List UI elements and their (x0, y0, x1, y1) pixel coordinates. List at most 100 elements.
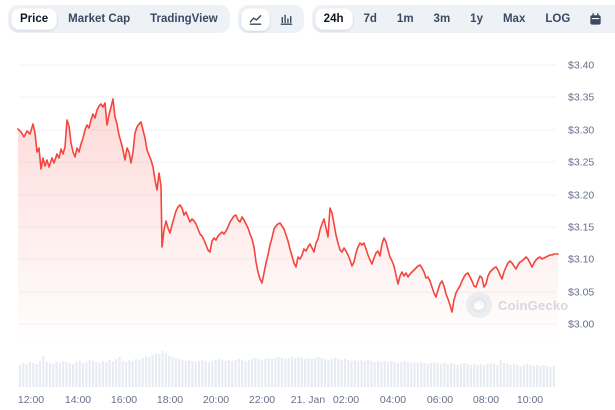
volume-bar (264, 359, 267, 387)
volume-bar (191, 361, 194, 387)
volume-bar (390, 361, 393, 387)
volume-bar (423, 363, 426, 387)
volume-bar (241, 360, 244, 387)
volume-bar (277, 357, 280, 387)
volume-bar (118, 357, 121, 387)
volume-bar (135, 359, 138, 387)
volume-bar (297, 357, 300, 387)
volume-bar (536, 365, 539, 387)
volume-bar (111, 361, 114, 387)
range-max-button[interactable]: Max (494, 8, 534, 30)
volume-bar (410, 363, 413, 387)
volume-bar (539, 366, 542, 387)
volume-bar (486, 364, 489, 387)
bar-chart-type-button[interactable] (272, 8, 301, 31)
volume-bar (413, 362, 416, 387)
volume-bar (479, 364, 482, 387)
range-3m-button[interactable]: 3m (425, 8, 460, 30)
log-scale-button[interactable]: LOG (536, 8, 579, 30)
chart-mode-tabs: Price Market Cap TradingView (8, 5, 230, 33)
range-24h-button[interactable]: 24h (314, 8, 353, 30)
x-axis-tick-label: 20:00 (203, 394, 229, 406)
line-chart-type-button[interactable] (240, 7, 270, 31)
y-axis-tick-label: $3.05 (568, 287, 594, 299)
y-axis-tick-label: $3.35 (568, 92, 594, 104)
x-axis-tick-label: 06:00 (427, 394, 453, 406)
volume-bar (396, 363, 400, 387)
volume-bar (161, 351, 164, 387)
range-1m-button[interactable]: 1m (388, 8, 423, 30)
volume-bar (171, 357, 174, 387)
volume-bar (251, 359, 254, 387)
x-axis-tick-label: 22:00 (249, 394, 275, 406)
volume-bar (430, 363, 433, 387)
volume-bar (62, 361, 65, 387)
volume-bar (476, 365, 479, 387)
tab-price[interactable]: Price (11, 8, 58, 30)
volume-bar (198, 361, 201, 387)
volume-bar (440, 364, 443, 387)
volume-bar (400, 362, 403, 387)
volume-bar (234, 360, 237, 387)
volume-bar (144, 356, 148, 387)
volume-bar (526, 364, 529, 387)
volume-bar (377, 361, 380, 387)
volume-bar (178, 359, 181, 387)
volume-bar (25, 364, 28, 387)
volume-bar (542, 365, 545, 387)
volume-bar (403, 361, 406, 387)
price-line (17, 98, 559, 313)
calendar-button[interactable] (581, 8, 610, 31)
line-chart-icon (248, 12, 263, 27)
volume-bar (168, 356, 171, 387)
volume-bar (201, 360, 204, 387)
volume-bar (19, 365, 22, 387)
volume-bar (32, 363, 35, 387)
volume-bar (433, 362, 436, 387)
volume-bar (320, 358, 323, 387)
volume-bar (141, 358, 144, 387)
volume-bar (204, 361, 207, 387)
volume-bar (174, 358, 177, 387)
volume-bar (151, 355, 154, 387)
volume-bar (459, 364, 462, 387)
volume-bar (473, 364, 476, 387)
volume-bar (453, 364, 456, 387)
volume-bar (512, 364, 516, 387)
volume-bar (28, 362, 32, 387)
range-1y-button[interactable]: 1y (461, 8, 492, 30)
volume-bar (101, 361, 104, 387)
x-axis-tick-label: 14:00 (65, 394, 91, 406)
volume-bar (449, 363, 453, 387)
volume-bar (383, 361, 386, 387)
y-axis-tick-label: $3.40 (568, 60, 594, 72)
volume-bar (463, 363, 466, 387)
volume-bar (95, 362, 98, 387)
volume-bar (466, 364, 469, 387)
volume-bar (532, 366, 535, 387)
range-7d-button[interactable]: 7d (355, 8, 386, 30)
tab-market-cap[interactable]: Market Cap (59, 8, 139, 30)
volume-bar (154, 353, 158, 387)
volume-bar (386, 362, 390, 387)
volume-bar (231, 361, 234, 387)
volume-bar (546, 366, 549, 387)
volume-bar (75, 362, 78, 387)
volume-bar (108, 360, 111, 387)
volume-bar (416, 363, 419, 387)
volume-bar (516, 365, 519, 387)
volume-bar (327, 360, 330, 387)
volume-bar (489, 363, 492, 387)
tab-tradingview[interactable]: TradingView (141, 8, 227, 30)
y-axis-tick-label: $3.25 (568, 157, 594, 169)
volume-bar (420, 362, 423, 387)
volume-bar (270, 359, 274, 387)
chart-type-toggle (237, 5, 304, 33)
volume-bar (38, 361, 41, 387)
time-range-controls: 24h 7d 1m 3m 1y Max LOG (311, 5, 615, 33)
volume-bar (121, 361, 124, 387)
volume-bar (406, 362, 409, 387)
volume-bar (128, 360, 131, 387)
y-axis-tick-label: $3.20 (568, 190, 594, 202)
